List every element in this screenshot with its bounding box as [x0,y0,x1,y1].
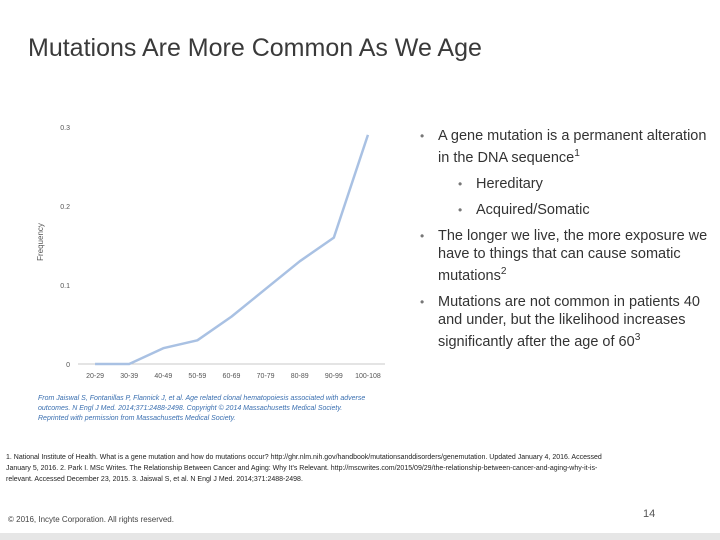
line-chart: 0 0.1 0.2 0.3 20-29 30-39 40-49 50-59 60-69 70-7… [36,125,385,380]
figure-caption: From Jaiswal S, Fontanillas P, Flannick … [38,394,398,424]
reference-line: relevant. Accessed December 23, 2015. 3.… [6,476,303,483]
caption-line: Reprinted with permission from Massachus… [38,415,236,422]
y-tick-label: 0.2 [60,204,70,211]
x-tick-label: 40-49 [154,373,172,380]
caption-line: outcomes. N Engl J Med. 2014;371:2488-24… [38,405,343,412]
footer-bar [0,533,720,540]
bullet-item: • The longer we live, the more exposure … [420,227,715,285]
x-tick-label: 90-99 [325,373,343,380]
x-tick-label: 30-39 [120,373,138,380]
y-tick-label: 0 [66,362,70,369]
x-tick-label: 80-89 [291,373,309,380]
y-axis: 0 0.1 0.2 0.3 [60,125,70,369]
reference-marker: 3 [634,331,641,343]
reference-line: January 5, 2016. 2. Park I. MSc Writes. … [6,465,598,472]
x-tick-label: 20-29 [86,373,104,380]
x-axis: 20-29 30-39 40-49 50-59 60-69 70-79 80-89 90-99… [78,363,385,380]
bullet-list: • A gene mutation is a permanent alterat… [420,127,715,358]
series [95,134,370,366]
x-tick-label: 70-79 [257,373,275,380]
bullet-dot-icon: • [458,176,463,191]
bullet-dot-icon: • [458,202,463,217]
bullet-dot-icon: • [420,129,425,143]
bullet-item: • Mutations are not common in patients 4… [420,293,715,351]
series-line [95,134,370,366]
sub-bullet-item: • Hereditary [420,175,715,193]
bullet-text: A gene mutation is a permanent alteratio… [438,128,707,166]
sub-bullet-text: Acquired/Somatic [476,201,590,218]
bullet-text: Mutations are not common in patients 40 … [438,293,700,350]
slide-title: Mutations Are More Common As We Age [28,34,482,62]
y-tick-label: 0.3 [60,125,70,132]
x-tick-label: 100-108 [355,373,381,380]
reference-line: 1. National Institute of Health. What is… [6,454,602,461]
bullet-text: The longer we live, the more exposure we… [438,227,708,284]
caption-line: From Jaiswal S, Fontanillas P, Flannick … [38,395,366,402]
bullet-item: • A gene mutation is a permanent alterat… [420,127,715,167]
reference-marker: 2 [500,265,507,277]
page-number: 14 [643,508,656,520]
references: 1. National Institute of Health. What is… [6,452,666,485]
x-tick-label: 50-59 [188,373,206,380]
bullet-dot-icon: • [420,294,425,309]
y-tick-label: 0.1 [60,283,70,290]
sub-bullet-text: Hereditary [476,175,543,192]
sub-bullet-item: • Acquired/Somatic [420,201,715,219]
x-tick-label: 60-69 [223,373,241,380]
bullet-dot-icon: • [420,228,425,243]
copyright-footer: © 2016, Incyte Corporation. All rights r… [8,515,174,524]
y-axis-label: Frequency [36,223,45,261]
reference-marker: 1 [574,148,580,159]
